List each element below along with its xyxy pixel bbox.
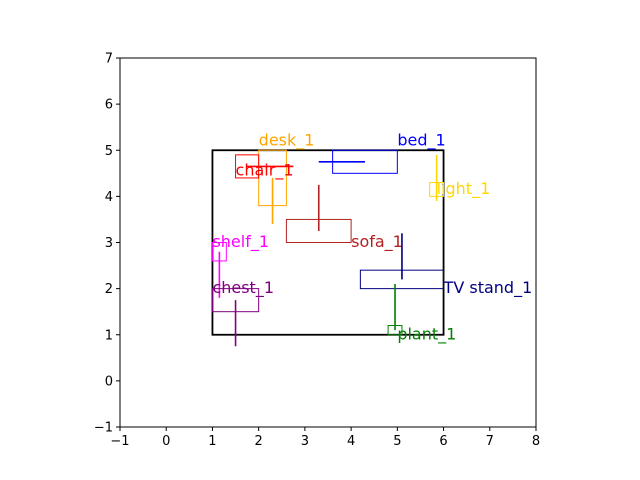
y-tick-label: 3 bbox=[105, 236, 113, 251]
x-tick-label: 1 bbox=[208, 434, 216, 449]
object-chair-1: chair_1 bbox=[235, 154, 294, 181]
object-label: bed_1 bbox=[397, 131, 445, 151]
object-sofa-1: sofa_1 bbox=[285, 184, 403, 252]
x-tick-label: 3 bbox=[301, 434, 309, 449]
x-tick-label: 6 bbox=[439, 434, 447, 449]
x-tick-label: 8 bbox=[532, 434, 540, 449]
y-tick-label: −1 bbox=[94, 421, 113, 436]
object-label: sofa_1 bbox=[351, 232, 403, 252]
object-tv-stand-1: TV stand_1 bbox=[359, 233, 533, 298]
axis-ticks: −1 0 1 2 3 4 5 6 7 8 −1 0 1 2 3 4 5 6 7 bbox=[94, 52, 540, 450]
y-tick-label: 0 bbox=[105, 374, 113, 389]
object-label: chest_1 bbox=[212, 278, 274, 298]
x-tick-label: 4 bbox=[347, 434, 355, 449]
x-tick-label: 0 bbox=[162, 434, 170, 449]
object-label: TV stand_1 bbox=[443, 278, 533, 298]
furniture-objects: desk_1 bed_1 chair_1 light_1 sofa_1 shelf_1 TV… bbox=[211, 131, 533, 347]
object-bed-1: bed_1 bbox=[318, 131, 446, 174]
object-chest-1: chest_1 bbox=[211, 278, 274, 347]
x-tick-label: 5 bbox=[393, 434, 401, 449]
x-tick-label: −1 bbox=[110, 434, 129, 449]
y-tick-label: 7 bbox=[105, 52, 113, 67]
object-plant-1: plant_1 bbox=[387, 284, 456, 344]
x-tick-label: 2 bbox=[255, 434, 263, 449]
object-label: plant_1 bbox=[397, 324, 456, 344]
y-tick-label: 2 bbox=[105, 282, 113, 297]
y-tick-label: 6 bbox=[105, 98, 113, 113]
object-label: shelf_1 bbox=[212, 232, 269, 252]
object-light-1: light_1 bbox=[429, 154, 491, 201]
object-label: chair_1 bbox=[236, 161, 294, 181]
object-shelf-1: shelf_1 bbox=[211, 232, 269, 298]
x-tick-label: 7 bbox=[486, 434, 494, 449]
y-tick-label: 4 bbox=[105, 190, 113, 205]
y-tick-label: 5 bbox=[105, 144, 113, 159]
object-label: desk_1 bbox=[259, 131, 315, 151]
object-label: light_1 bbox=[437, 179, 491, 199]
y-tick-label: 1 bbox=[105, 328, 113, 343]
